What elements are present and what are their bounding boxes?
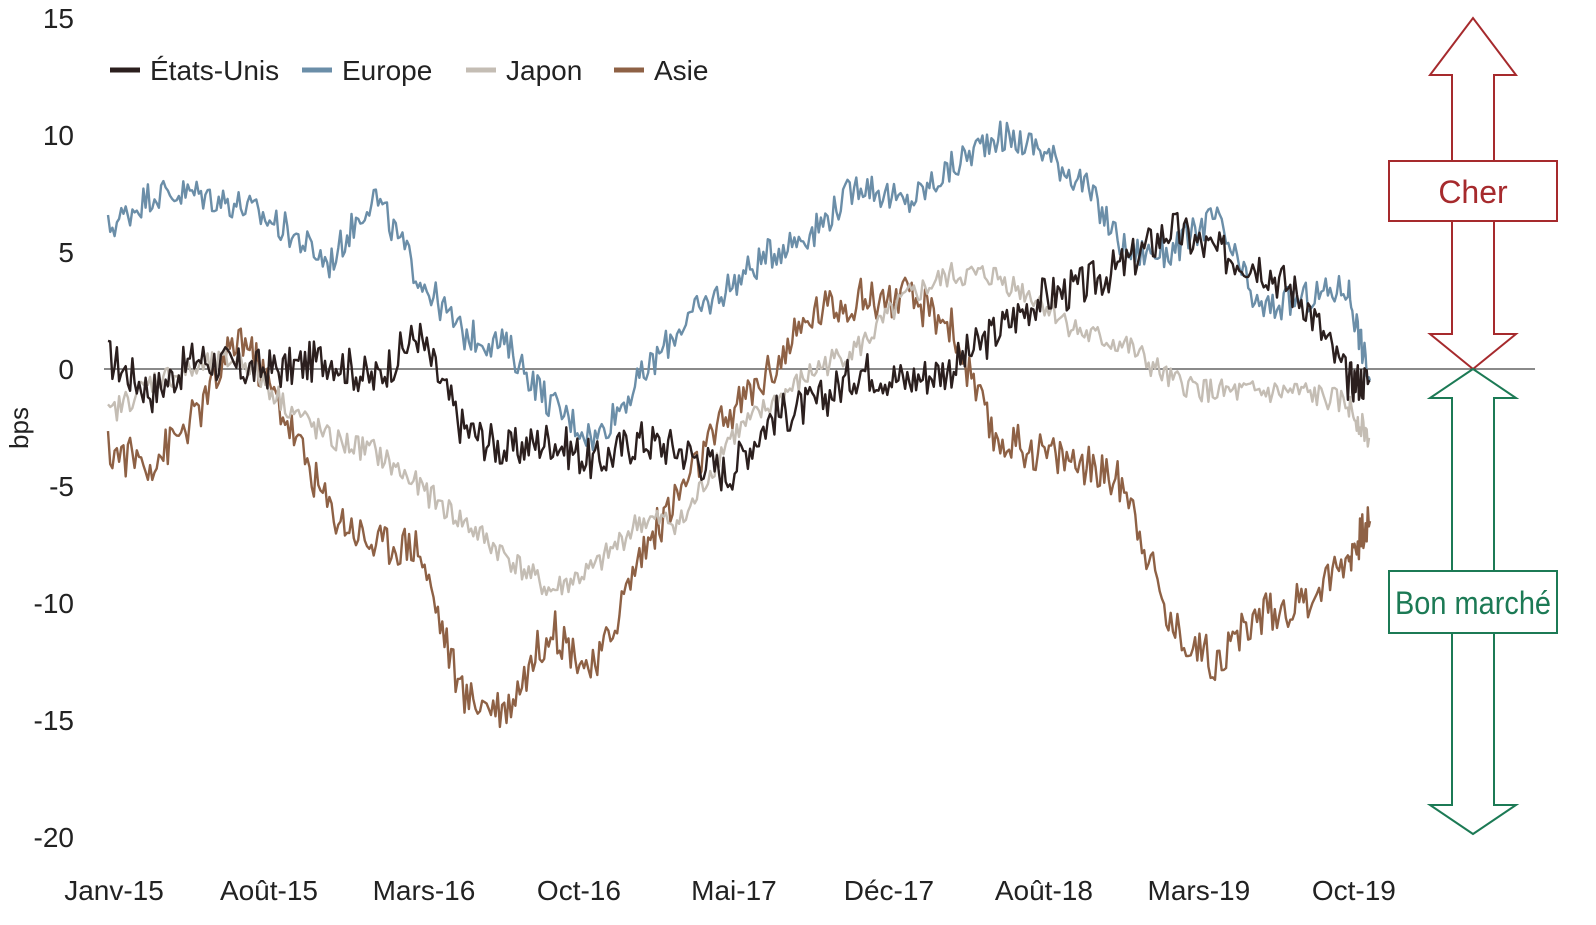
x-tick-label: Janv-15 <box>64 875 164 906</box>
series-layer <box>106 120 1372 729</box>
x-tick-label: Déc-17 <box>844 875 934 906</box>
y-tick-label: 0 <box>58 354 74 385</box>
cheap-label-box <box>1388 570 1558 634</box>
y-tick-label: -15 <box>34 705 74 736</box>
y-tick-label: 5 <box>58 237 74 268</box>
legend-label: États-Unis <box>150 55 279 86</box>
expensive-arrow: Cher <box>1388 16 1558 371</box>
y-tick-label: -20 <box>34 822 74 853</box>
legend: États-Unis Europe Japon Asie <box>110 55 708 86</box>
series-line-japon <box>107 261 1371 597</box>
expensive-label: Cher <box>1438 174 1508 210</box>
series-line-europe <box>106 120 1372 452</box>
expensive-label-box <box>1388 160 1558 222</box>
y-axis: 15 10 5 0 -5 -10 -15 -20 <box>34 3 74 853</box>
y-tick-label: -5 <box>49 471 74 502</box>
y-tick-label: 15 <box>43 3 74 34</box>
x-tick-label: Août-15 <box>220 875 318 906</box>
x-tick-label: Mai-17 <box>691 875 777 906</box>
x-tick-label: Oct-19 <box>1312 875 1396 906</box>
y-tick-label: 10 <box>43 120 74 151</box>
legend-label: Japon <box>506 55 582 86</box>
cheap-label: Bon marché <box>1395 585 1551 621</box>
x-axis: Janv-15 Août-15 Mars-16 Oct-16 Mai-17 Déc-17 A… <box>64 875 1396 906</box>
y-axis-title: bps <box>4 407 34 449</box>
x-tick-label: Mars-16 <box>373 875 476 906</box>
x-tick-label: Août-18 <box>995 875 1093 906</box>
x-tick-label: Oct-16 <box>537 875 621 906</box>
legend-label: Asie <box>654 55 708 86</box>
series-line-asie <box>106 276 1372 729</box>
series-line--tats-unis <box>107 211 1371 492</box>
legend-label: Europe <box>342 55 432 86</box>
cheap-arrow: Bon marché <box>1388 367 1558 836</box>
y-tick-label: -10 <box>34 588 74 619</box>
x-tick-label: Mars-19 <box>1148 875 1251 906</box>
